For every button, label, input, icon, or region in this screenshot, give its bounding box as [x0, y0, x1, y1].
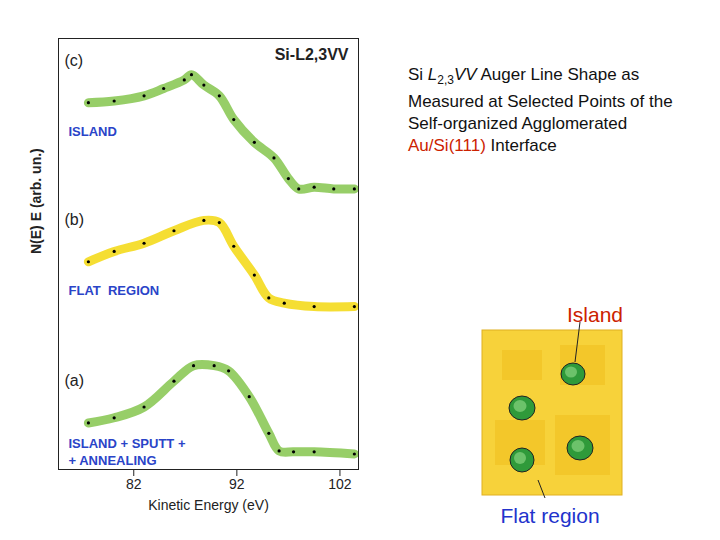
svg-text:Kinetic Energy (eV): Kinetic Energy (eV) [148, 497, 269, 513]
html-text:Si L2,3VV Auger Line Shape as: Si L2,3VV Auger Line Shape as Measured a… [408, 65, 673, 134]
svg-text:Flat region: Flat region [500, 504, 599, 527]
html-text:Au/Si(111) Interface: Au/Si(111) Interface [408, 136, 557, 156]
svg-text:(b): (b) [65, 211, 85, 228]
svg-text:(c): (c) [65, 52, 84, 69]
svg-text:82: 82 [126, 476, 142, 492]
svg-text:92: 92 [229, 476, 245, 492]
svg-text:N(E) E (arb. un.): N(E) E (arb. un.) [28, 148, 44, 254]
svg-text:Island: Island [567, 303, 623, 326]
svg-text:(a): (a) [65, 372, 85, 389]
svg-text:ISLAND: ISLAND [69, 124, 117, 139]
svg-text:ISLAND + SPUTT ++ ANNEALING: ISLAND + SPUTT ++ ANNEALING [69, 436, 186, 468]
svg-text:Si-L2,3VV: Si-L2,3VV [275, 46, 349, 63]
svg-text:FLAT REGION: FLAT REGION [69, 283, 160, 298]
svg-text:102: 102 [328, 476, 352, 492]
